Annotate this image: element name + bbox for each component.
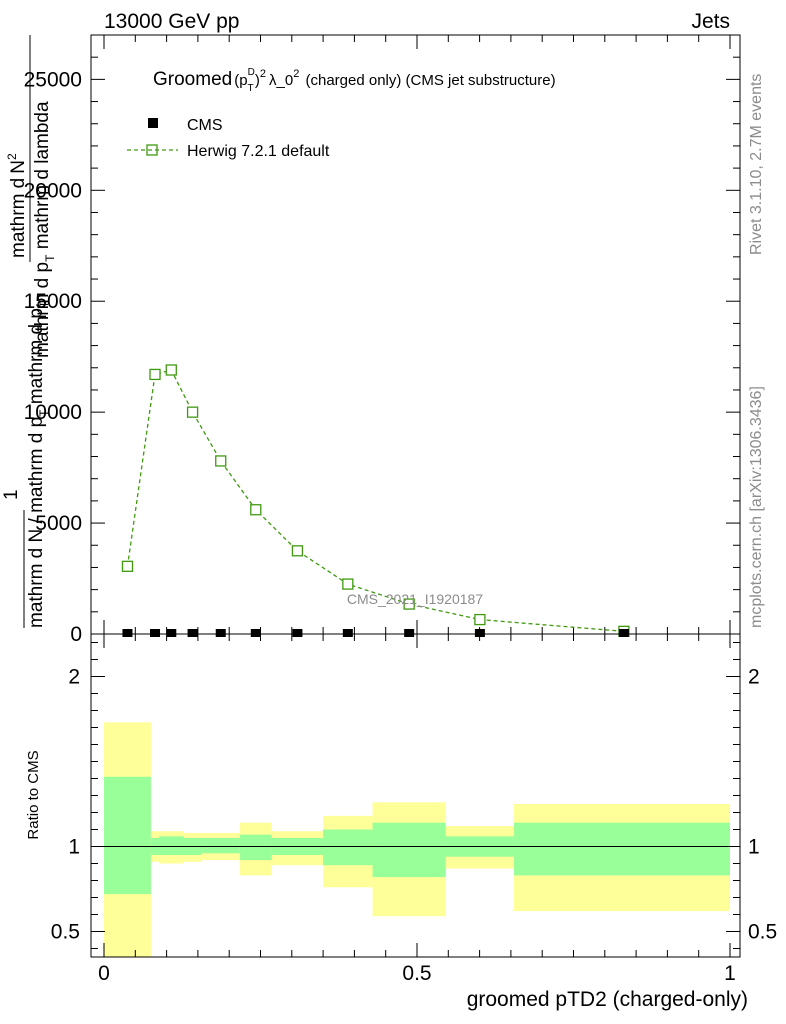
ratio-band-green — [159, 836, 184, 855]
ratio-band-green — [104, 776, 151, 895]
cms-point — [618, 629, 629, 637]
ylabel-top: mathrm dN2 — [5, 153, 29, 258]
chart-title: Groomed (pTD)2 λ_02 (charged only) (CMS je… — [153, 67, 556, 94]
herwig-point — [474, 613, 486, 626]
cms-point — [187, 629, 198, 637]
title-lead: Groomed — [153, 69, 232, 90]
herwig-point — [121, 560, 134, 572]
ylabel-one: 1 — [1, 489, 22, 500]
main-y-axis-label: mathrm dN2 mathrm d pT mathrm d lambda 1… — [1, 35, 57, 628]
cms-point — [292, 629, 303, 637]
ratio-y-tick-label-right: 1 — [748, 836, 760, 859]
main-y-tick-labels: 0 5000 10000 15000 20000 25000 — [24, 68, 82, 646]
cms-point — [250, 629, 261, 637]
x-tick-labels: 0 0.5 1 — [98, 962, 736, 985]
legend-cms-label: CMS — [187, 117, 223, 134]
ratio-y-tick-label: 1 — [68, 836, 80, 859]
x-tick-label: 0 — [98, 962, 110, 985]
title-close: ) — [255, 72, 260, 89]
herwig-point — [342, 578, 354, 590]
ratio-y-tick-label: 0.5 — [51, 921, 80, 944]
herwig-point — [291, 545, 304, 557]
cms-point — [342, 629, 353, 637]
ratio-y-tick-label-right: 2 — [748, 666, 760, 689]
herwig-point — [250, 504, 262, 516]
ratio-y-axis-label: Ratio to CMS — [25, 750, 42, 839]
herwig-point — [403, 598, 415, 610]
ratio-band-green — [323, 829, 373, 866]
ratio-panel: 0.512 0.512 0 0.5 1 Ratio to CMS groomed p… — [25, 633, 777, 1011]
herwig-point — [215, 455, 227, 467]
ratio-band-green — [239, 834, 272, 861]
ratio-y-tick-labels-right: 0.5 1 2 — [748, 666, 777, 944]
main-y-tick-label: 15000 — [24, 290, 82, 313]
source-label: mcplots.cern.ch [arXiv:1306.3436] — [748, 386, 765, 628]
cms-point — [166, 629, 177, 637]
herwig-point — [165, 364, 177, 376]
ratio-bands — [104, 722, 730, 957]
main-y-tick-label: 10000 — [24, 401, 82, 424]
title-sup-d: D — [248, 67, 255, 78]
analysis-watermark: CMS_2021_I1920187 — [347, 591, 483, 607]
main-ticks — [91, 34, 740, 635]
title-rest: (charged only) (CMS jet substructure) — [301, 72, 555, 89]
main-y-tick-label: 0 — [70, 623, 82, 646]
cms-point — [404, 629, 415, 637]
title-sub-t: T — [248, 83, 254, 94]
main-y-tick-label: 5000 — [35, 512, 82, 535]
process-label: Jets — [691, 10, 730, 33]
title-p: (p — [234, 72, 247, 89]
ratio-y-tick-label-right: 0.5 — [748, 921, 777, 944]
x-tick-label: 0.5 — [402, 962, 431, 985]
title-sup-2: 2 — [260, 68, 266, 80]
x-axis-label: groomed pTD2 (charged-only) — [467, 988, 748, 1011]
main-series — [121, 364, 630, 637]
ratio-y-tick-labels: 0.5 1 2 — [51, 666, 80, 944]
x-tick-label: 1 — [724, 962, 736, 985]
ratio-band-green — [201, 838, 240, 854]
rivet-version-label: Rivet 3.1.10, 2.7M events — [748, 74, 765, 255]
herwig-point — [186, 406, 199, 418]
herwig-point — [149, 368, 161, 381]
cms-point — [215, 629, 226, 637]
legend-cms-marker — [148, 118, 158, 128]
title-lambda: λ_0 — [269, 72, 293, 89]
legend-herwig-label: Herwig 7.2.1 default — [187, 143, 330, 160]
main-y-tick-label: 20000 — [24, 179, 82, 202]
cms-point — [474, 629, 485, 637]
ylabel-mid: mathrm d pT mathrm d lambda — [32, 101, 57, 358]
energy-label: 13000 GeV pp — [104, 10, 239, 33]
main-y-tick-label: 25000 — [24, 68, 82, 91]
legend-herwig-marker — [146, 144, 158, 156]
ratio-band-green — [514, 822, 730, 876]
ratio-band-green — [372, 822, 446, 878]
title-sup-2b: 2 — [293, 68, 299, 80]
legend: CMS Herwig 7.2.1 default — [127, 117, 330, 160]
ratio-ticks — [91, 634, 740, 957]
cms-point — [150, 629, 161, 637]
ratio-y-tick-label: 2 — [68, 666, 80, 689]
ylabel-bottom: mathrm d N / mathrm d pT mathrm d pT — [26, 300, 51, 628]
cms-point — [122, 629, 133, 637]
